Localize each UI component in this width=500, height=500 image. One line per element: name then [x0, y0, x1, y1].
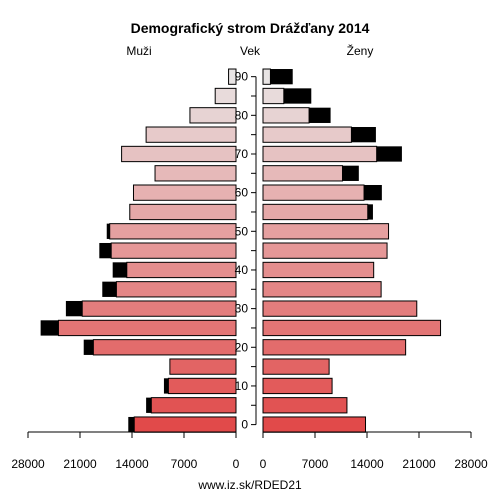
female-excess-bar-75-79 [351, 127, 376, 143]
female-excess-bar-85-89 [283, 88, 312, 104]
male-label: Muži [126, 44, 151, 58]
female-bar-90+ [262, 68, 271, 85]
male-bar-65-69 [154, 165, 237, 182]
female-bar-0-4 [262, 416, 367, 433]
female-bar-45-49 [262, 242, 388, 259]
female-excess-bar-70-74 [376, 146, 402, 162]
male-x-tick-label-4: 0 [233, 457, 240, 471]
male-bar-85-89 [214, 87, 237, 105]
male-excess-bar-5-9 [146, 397, 152, 413]
age-tick-label-0: 0 [241, 418, 248, 432]
female-bar-70-74 [262, 145, 378, 163]
male-bar-5-9 [150, 397, 237, 414]
female-x-tick-label-3: 21000 [402, 457, 436, 471]
female-excess-bar-60-64 [364, 184, 382, 201]
female-excess-bar-65-69 [342, 165, 359, 181]
age-tick-label-70: 70 [235, 147, 249, 161]
female-bar-55-59 [262, 203, 369, 221]
female-bar-75-79 [262, 126, 352, 143]
female-label: Ženy [347, 43, 374, 58]
male-excess-bar-45-49 [99, 242, 112, 259]
female-x-tick-label-2: 14000 [350, 457, 384, 471]
male-bar-35-39 [115, 281, 237, 298]
female-x-tick-label-1: 7000 [302, 457, 329, 471]
age-tick-label-80: 80 [235, 108, 249, 122]
male-bar-40-44 [126, 261, 237, 279]
male-bar-10-14 [167, 377, 237, 395]
age-axis-label: Vek [240, 44, 261, 58]
female-bar-25-29 [262, 319, 442, 337]
female-excess-bar-55-59 [367, 204, 373, 220]
age-tick-label-30: 30 [235, 302, 249, 316]
male-x-tick-label-2: 14000 [115, 457, 149, 471]
female-bar-30-34 [262, 300, 418, 317]
female-excess-bar-90+ [270, 69, 293, 85]
axes-group: 0 10 20 30 40 50 60 70 80 90 28000 0 21000 7000 14000 1… [11, 70, 488, 471]
male-bar-80-84 [189, 107, 237, 124]
female-x-tick-label-4: 28000 [454, 457, 488, 471]
male-bar-70-74 [121, 145, 237, 163]
female-x-tick-label-0: 0 [260, 457, 267, 471]
female-bar-60-64 [262, 184, 365, 201]
male-x-tick-label-3: 7000 [171, 457, 198, 471]
male-bar-75-79 [145, 126, 237, 143]
bars-group [40, 68, 442, 433]
female-bar-15-19 [262, 358, 330, 375]
footer-source: www.iz.sk/RDED21 [197, 478, 302, 492]
male-bar-90+ [228, 68, 237, 85]
female-bar-40-44 [262, 261, 375, 279]
male-bar-25-29 [57, 319, 237, 337]
male-excess-bar-10-14 [163, 378, 169, 394]
male-x-tick-label-0: 28000 [11, 457, 45, 471]
female-bar-50-54 [262, 223, 390, 240]
female-bar-20-24 [262, 339, 407, 356]
female-bar-65-69 [262, 165, 343, 182]
male-bar-50-54 [109, 223, 237, 240]
female-bar-80-84 [262, 107, 310, 124]
male-bar-60-64 [132, 184, 237, 201]
male-bar-0-4 [133, 416, 237, 433]
age-tick-label-90: 90 [235, 70, 249, 84]
male-excess-bar-35-39 [102, 281, 117, 297]
male-bar-20-24 [92, 339, 237, 356]
age-tick-label-50: 50 [235, 224, 249, 238]
female-excess-bar-80-84 [309, 107, 331, 123]
age-tick-label-20: 20 [235, 340, 249, 354]
male-excess-bar-30-34 [65, 300, 83, 317]
chart-title: Demografický strom Drážďany 2014 [131, 20, 370, 36]
male-excess-bar-50-54 [106, 223, 110, 239]
age-tick-label-60: 60 [235, 186, 249, 200]
male-excess-bar-20-24 [83, 339, 94, 355]
male-bar-55-59 [129, 203, 237, 221]
male-bar-30-34 [81, 300, 237, 317]
male-excess-bar-0-4 [128, 416, 135, 433]
male-x-tick-label-1: 21000 [63, 457, 97, 471]
female-bar-10-14 [262, 377, 333, 395]
female-bar-5-9 [262, 397, 348, 414]
male-excess-bar-25-29 [40, 320, 59, 336]
male-bar-45-49 [110, 242, 237, 259]
male-excess-bar-40-44 [112, 262, 127, 278]
male-bar-15-19 [169, 358, 237, 375]
female-bar-35-39 [262, 281, 382, 298]
female-bar-85-89 [262, 87, 285, 105]
age-tick-label-10: 10 [235, 379, 249, 393]
age-tick-label-40: 40 [235, 263, 249, 277]
